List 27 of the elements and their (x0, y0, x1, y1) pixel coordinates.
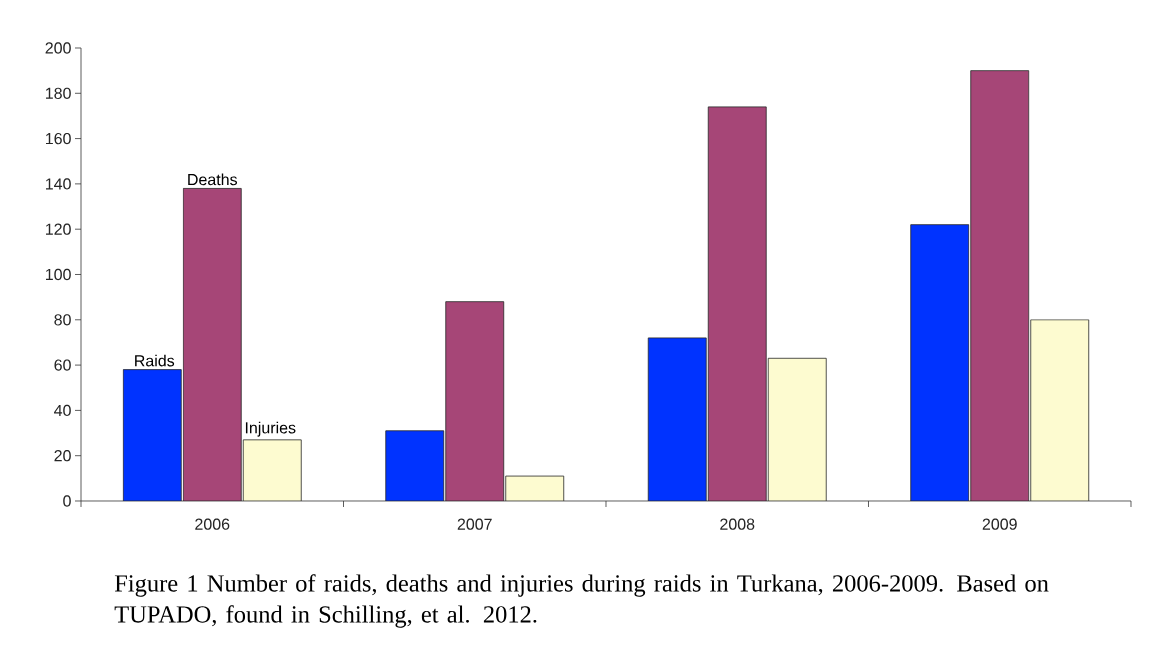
bar (1030, 319, 1090, 501)
y-tick-label: 180 (46, 87, 71, 99)
bar (242, 439, 302, 501)
caption: Figure 1 Number of raids, deaths and injuries during raids in Turkana, 2006-2009. Based on TUPADO, found in Schilling, et al. 2012. (114, 574, 1049, 628)
y-tick-label: 140 (46, 178, 71, 190)
y-tick-label: 200 (45, 42, 71, 54)
bar (445, 301, 505, 501)
bar (767, 357, 827, 501)
y-tick-label: 0 (63, 495, 71, 507)
bar (505, 475, 565, 501)
y-tick-label: 100 (46, 268, 71, 281)
x-tick-label: 2009 (982, 518, 1017, 530)
y-tick-label: 40 (54, 404, 71, 417)
y-tick-label: 160 (46, 132, 71, 145)
bar (970, 70, 1030, 501)
y-tick-label: 120 (46, 223, 71, 235)
y-tick-label: 20 (54, 450, 71, 462)
series-label: Raids (135, 354, 175, 367)
series-label: Injuries (245, 421, 296, 437)
bar (707, 106, 767, 501)
series-label: Deaths (188, 173, 238, 186)
y-tick-label: 80 (54, 314, 71, 326)
y-tick-label: 60 (54, 359, 71, 371)
x-tick-label: 2006 (195, 518, 230, 530)
bar (182, 188, 242, 501)
x-tick-label: 2007 (457, 518, 492, 530)
x-tick-label: 2008 (720, 518, 755, 530)
